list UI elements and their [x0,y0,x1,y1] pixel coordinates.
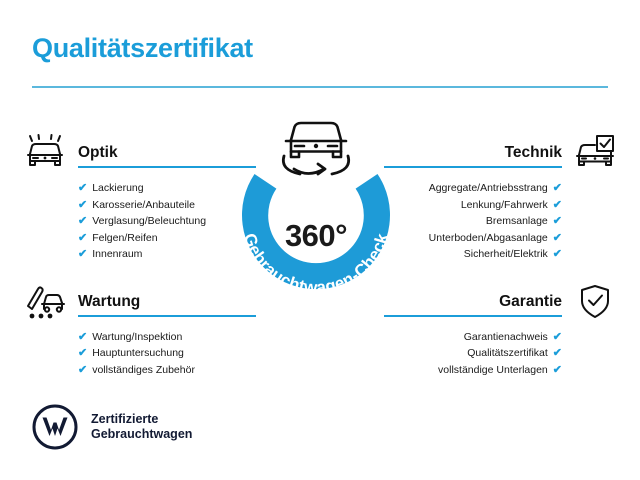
check-icon: ✔ [552,363,562,376]
column-right: Technik Aggregate/Antriebsstrang ✔ Lenku… [368,134,618,379]
list-item-label: Felgen/Reifen [92,231,158,244]
list-item: ✔ Lackierung [78,180,272,197]
section-optik-list: ✔ Lackierung ✔ Karosserie/Anbauteile ✔ V… [22,180,272,263]
section-optik: Optik ✔ Lackierung ✔ Karosserie/Anbautei… [22,134,272,263]
list-item: ✔ Hauptuntersuchung [78,345,272,362]
list-item-label: Verglasung/Beleuchtung [92,215,207,227]
list-item: Unterboden/Abgasanlage ✔ [368,230,562,247]
list-item-label: Unterboden/Abgasanlage [428,231,548,244]
list-item-label: Karosserie/Anbauteile [92,198,195,211]
list-item: Aggregate/Antriebsstrang ✔ [368,180,562,197]
list-item: ✔ Karosserie/Anbauteile [78,197,272,214]
section-wartung: Wartung ✔ Wartung/Inspektion ✔ Hauptunte… [22,285,272,379]
list-item: Lenkung/Fahrwerk ✔ [368,197,562,214]
section-wartung-divider [78,314,256,317]
badge-ring [242,174,390,290]
section-optik-divider [78,166,256,168]
shield-check-icon [574,283,616,321]
list-item-label: Wartung/Inspektion [92,330,183,343]
column-left: Optik ✔ Lackierung ✔ Karosserie/Anbautei… [22,134,272,379]
footer-line-1: Zertifizierte [91,411,159,426]
list-item: Bremsanlage ✔ [368,213,562,230]
list-item-label: vollständiges Zubehör [92,363,195,376]
check-icon: ✔ [552,231,562,244]
footer-text: Zertifizierte Gebrauchtwagen [91,412,192,443]
section-wartung-title: Wartung [78,292,141,310]
check-icon: ✔ [552,330,562,343]
list-item: ✔ Innenraum [78,246,272,263]
footer-line-2: Gebrauchtwagen [91,427,193,441]
check-icon: ✔ [78,248,88,260]
list-item-label: Bremsanlage [485,215,548,227]
list-item: Qualitätszertifikat ✔ [368,345,562,362]
section-optik-title: Optik [78,144,118,161]
car-wrench-icon [24,283,66,321]
section-garantie-header: Garantie [368,283,618,321]
vw-logo [32,404,78,450]
section-wartung-header: Wartung [22,285,272,319]
list-item-label: vollständige Unterlagen [438,363,548,376]
section-wartung-list: ✔ Wartung/Inspektion ✔ Hauptuntersuchung… [22,329,272,379]
section-garantie: Garantie Garantienachweis ✔ Qualitätszer… [368,283,618,379]
list-item: ✔ vollständiges Zubehör [78,362,272,379]
check-icon: ✔ [78,215,88,227]
check-icon: ✔ [552,248,562,260]
list-item: vollständige Unterlagen ✔ [368,362,562,379]
car-shine-icon [24,134,66,172]
section-optik-header: Optik [22,134,272,172]
check-icon: ✔ [78,330,88,343]
check-icon: ✔ [78,198,88,211]
check-icon: ✔ [78,231,88,244]
list-item: ✔ Verglasung/Beleuchtung [78,213,272,230]
list-item-label: Innenraum [92,248,143,260]
check-icon: ✔ [552,347,562,359]
list-item: ✔ Wartung/Inspektion [78,329,272,346]
list-item-label: Aggregate/Antriebsstrang [428,182,548,194]
section-technik-header: Technik [368,134,618,172]
list-item-label: Sicherheit/Elektrik [463,248,548,260]
section-technik-title: Technik [504,144,562,161]
list-item-label: Hauptuntersuchung [92,347,184,359]
badge-360-check: Gebrauchtwagen-Check 360° [228,112,404,307]
page-title: Qualitätszertifikat [32,33,253,63]
check-icon: ✔ [78,182,88,194]
title-divider [32,86,608,88]
section-garantie-list: Garantienachweis ✔ Qualitätszertifikat ✔… [368,329,618,379]
list-item-label: Garantienachweis [463,330,548,343]
check-icon: ✔ [552,215,562,227]
check-icon: ✔ [552,198,562,211]
badge-number: 360° [284,218,348,253]
section-technik-list: Aggregate/Antriebsstrang ✔ Lenkung/Fahrw… [368,180,618,263]
section-technik: Technik Aggregate/Antriebsstrang ✔ Lenku… [368,134,618,263]
list-item: ✔ Felgen/Reifen [78,230,272,247]
list-item: Garantienachweis ✔ [368,329,562,346]
check-icon: ✔ [78,363,88,376]
check-icon: ✔ [552,182,562,194]
footer-brand: Zertifizierte Gebrauchtwagen [32,404,192,450]
list-item: Sicherheit/Elektrik ✔ [368,246,562,263]
list-item-label: Qualitätszertifikat [467,347,548,359]
section-garantie-title: Garantie [499,292,562,310]
list-item-label: Lackierung [92,182,144,194]
check-icon: ✔ [78,347,88,359]
section-technik-divider [384,166,562,168]
list-item-label: Lenkung/Fahrwerk [460,198,548,211]
section-garantie-divider [384,314,562,317]
car-checkbox-icon [574,134,616,172]
car-rotation-icon [281,121,351,176]
